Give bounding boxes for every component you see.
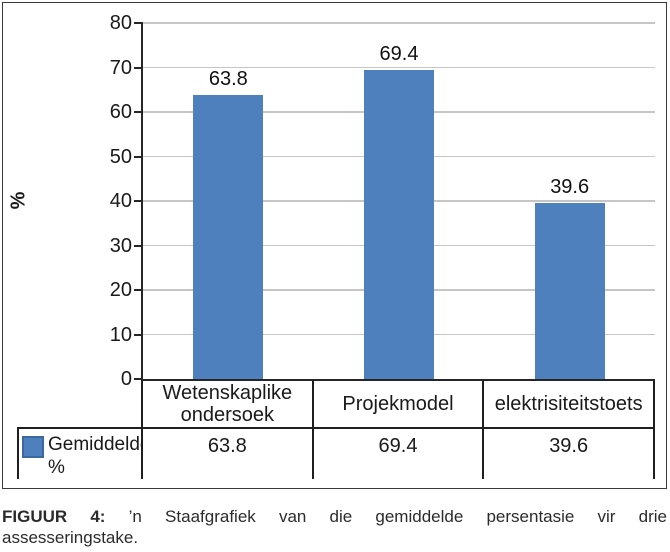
gridline — [143, 22, 655, 24]
y-axis-tick — [134, 244, 143, 247]
table-value-cell: 63.8 — [143, 429, 312, 481]
data-table-row: Gemiddelde % 63.8 69.4 39.6 — [17, 427, 655, 481]
y-axis-tick — [134, 22, 143, 24]
bar-value-label: 69.4 — [379, 43, 419, 66]
y-axis-tick — [134, 66, 143, 69]
x-axis-line — [141, 379, 655, 381]
bar: 69.4 — [364, 43, 434, 379]
gridline — [143, 66, 655, 68]
y-axis-tick — [134, 333, 143, 336]
y-tick-label: 50 — [109, 145, 132, 168]
caption-label: FIGUUR 4: — [2, 507, 106, 526]
bar: 39.6 — [534, 176, 605, 379]
y-axis-tick — [134, 289, 143, 291]
caption-line-1: FIGUUR 4: ’n Staafgrafiek van die gemidd… — [2, 506, 667, 527]
category-header-row: Wetenskaplike ondersoek Projekmodel elektr… — [141, 381, 655, 427]
category-cell: Wetenskaplike ondersoek — [143, 381, 312, 427]
y-tick-label: 20 — [109, 279, 132, 301]
bar-value-label: 63.8 — [208, 68, 248, 91]
legend-label: Gemiddelde % — [48, 434, 151, 478]
y-axis-tick — [134, 378, 143, 380]
figure-caption: FIGUUR 4: ’n Staafgrafiek van die gemidd… — [2, 506, 667, 548]
y-tick-label: 40 — [109, 190, 132, 212]
bar: 63.8 — [193, 68, 264, 379]
category-cell: Projekmodel — [313, 381, 483, 427]
y-axis-tick — [134, 111, 143, 113]
y-axis-title: % — [7, 191, 30, 210]
category-cell: elektrisiteitstoets — [484, 381, 653, 427]
y-axis-line — [141, 23, 143, 381]
legend-swatch-icon — [22, 436, 44, 458]
y-tick-label: 10 — [109, 323, 132, 346]
legend-cell: Gemiddelde % — [19, 429, 150, 481]
y-tick-label: 80 — [109, 12, 132, 34]
table-value-cell: 69.4 — [313, 429, 483, 481]
plot-area: 0 10 20 30 40 50 60 70 80 63.8 69.4 39.6 — [110, 12, 655, 390]
y-tick-label: 0 — [120, 368, 132, 390]
table-value-cell: 39.6 — [484, 429, 653, 481]
caption-text-1: ’n Staafgrafiek van die gemiddelde perse… — [128, 507, 667, 526]
bar-value-label: 39.6 — [550, 175, 590, 198]
y-axis-tick — [134, 200, 143, 202]
y-axis-tick — [134, 155, 143, 158]
y-tick-label: 30 — [109, 234, 132, 257]
y-tick-label: 70 — [109, 56, 132, 79]
y-tick-label: 60 — [109, 101, 132, 123]
caption-line-2: assesseringstake. — [2, 528, 139, 547]
